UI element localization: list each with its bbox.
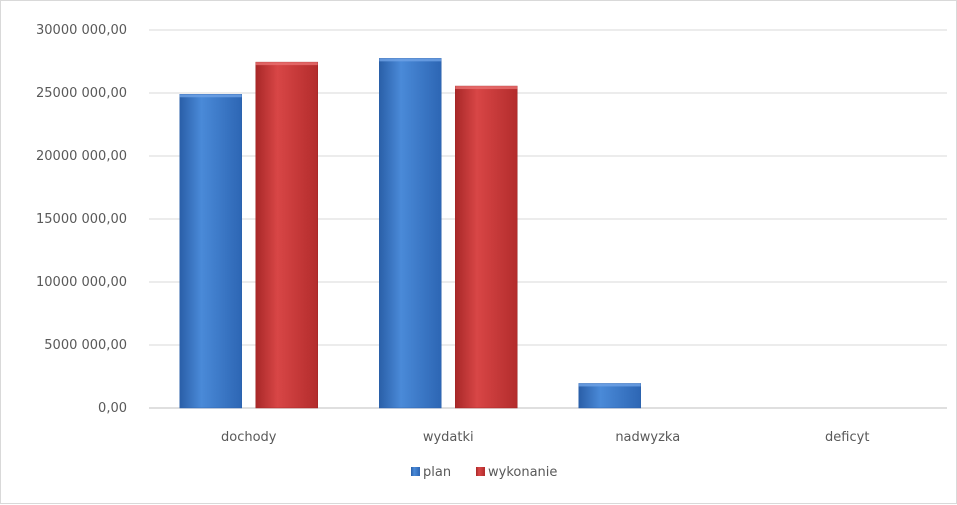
bar-top-highlight	[255, 62, 318, 66]
y-tick-label: 25000 000,00	[36, 86, 127, 101]
bar-plan-wydatki	[379, 58, 442, 409]
legend-swatch-wykonanie	[476, 467, 485, 476]
y-tick-label: 5000 000,00	[44, 338, 127, 353]
x-tick-label: deficyt	[825, 430, 869, 445]
y-tick-label: 0,00	[98, 401, 127, 416]
bar-top-highlight	[179, 94, 242, 98]
bar-top-highlight	[379, 58, 442, 62]
x-tick-label: wydatki	[423, 430, 474, 445]
bar-top-highlight	[455, 86, 518, 90]
x-tick-label: dochody	[221, 430, 277, 445]
y-tick-label: 15000 000,00	[36, 212, 127, 227]
y-tick-label: 10000 000,00	[36, 275, 127, 290]
y-tick-label: 30000 000,00	[36, 23, 127, 38]
bar-wykonanie-wydatki	[455, 85, 518, 409]
bar-plan-nadwyzka	[578, 383, 641, 409]
x-tick-label: nadwyzka	[615, 430, 680, 445]
legend-label-plan: plan	[423, 465, 451, 480]
bar-wykonanie-dochody	[255, 61, 318, 409]
legend-label-wykonanie: wykonanie	[488, 465, 557, 480]
bar-top-highlight	[578, 383, 641, 387]
bar-plan-dochody	[179, 94, 242, 409]
legend-swatch-plan	[411, 467, 420, 476]
y-tick-label: 20000 000,00	[36, 149, 127, 164]
